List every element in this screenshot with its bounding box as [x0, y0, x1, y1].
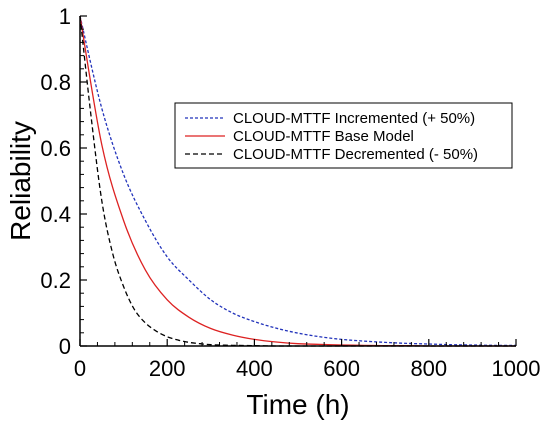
- legend-box: [174, 102, 513, 169]
- legend-label-decremented: CLOUD-MTTF Decremented (- 50%): [233, 146, 478, 163]
- x-axis-title: Time (h): [246, 389, 349, 420]
- legend-label-incremented: CLOUD-MTTF Incremented (+ 50%): [233, 110, 475, 127]
- x-tick-label: 0: [74, 356, 86, 381]
- y-tick-label: 1: [59, 4, 71, 29]
- x-tick-label: 1000: [492, 356, 541, 381]
- y-tick-label: 0.4: [40, 202, 71, 227]
- y-tick-label: 0.8: [40, 70, 71, 95]
- y-axis-title: Reliability: [5, 121, 36, 241]
- series-line-incremented: [79, 15, 517, 347]
- y-tick-label: 0.6: [40, 136, 71, 161]
- x-tick-label: 600: [323, 356, 360, 381]
- y-tick-label: 0: [59, 334, 71, 359]
- x-tick-label: 400: [236, 356, 273, 381]
- legend-label-base: CLOUD-MTTF Base Model: [233, 128, 414, 145]
- x-ticks: 0 200 400 600 800 1000: [74, 339, 541, 381]
- legend: CLOUD-MTTF Incremented (+ 50%) CLOUD-MTT…: [174, 102, 513, 169]
- x-tick-label: 800: [410, 356, 447, 381]
- y-tick-label: 0.2: [40, 268, 71, 293]
- y-ticks: 0 0.2 0.4 0.6 0.8 1: [40, 4, 87, 359]
- x-tick-label: 200: [149, 356, 186, 381]
